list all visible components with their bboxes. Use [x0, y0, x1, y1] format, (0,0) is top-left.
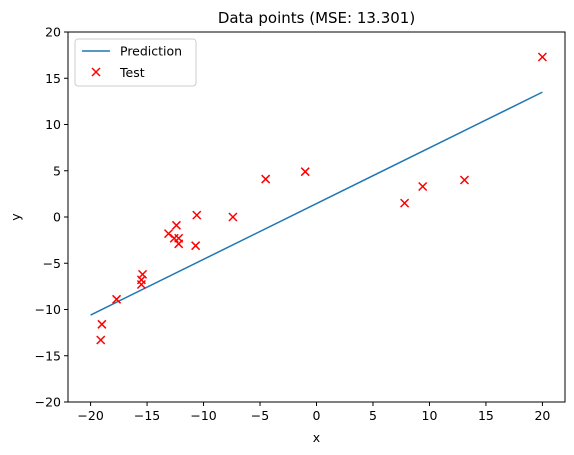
- test-point: [261, 174, 271, 184]
- test-point: [97, 319, 107, 329]
- y-axis: −20 −15 −10 −5 0 5 10 15 20: [35, 25, 68, 410]
- y-tick-label: −20: [35, 395, 61, 410]
- x-tick-label: 5: [369, 408, 377, 423]
- series-layer: [90, 52, 547, 345]
- legend-label-prediction: Prediction: [120, 44, 182, 59]
- y-tick-label: 20: [45, 25, 61, 40]
- x-tick-label: −10: [190, 408, 216, 423]
- y-tick-label: 10: [45, 117, 61, 132]
- y-tick-label: 15: [45, 71, 61, 86]
- chart-title: Data points (MSE: 13.301): [218, 9, 415, 27]
- x-tick-label: −20: [77, 408, 103, 423]
- x-tick-label: 10: [422, 408, 438, 423]
- x-axis: −20 −15 −10 −5 0 5 10 15 20: [77, 402, 550, 423]
- test-point: [418, 181, 428, 192]
- test-point: [174, 233, 184, 243]
- y-axis-label: y: [8, 213, 23, 221]
- test-point: [192, 210, 202, 220]
- test-point: [537, 52, 547, 62]
- legend: Prediction Test: [74, 38, 197, 87]
- legend-label-test: Test: [119, 65, 145, 80]
- test-point: [96, 335, 106, 345]
- test-point: [191, 241, 201, 251]
- prediction-line: [90, 91, 543, 316]
- y-tick-label: 0: [53, 210, 61, 225]
- test-point: [300, 167, 310, 177]
- y-tick-label: −10: [35, 302, 61, 317]
- test-point: [171, 220, 181, 230]
- test-point: [138, 269, 148, 279]
- legend-marker-swatch: [91, 67, 101, 77]
- plot-area: [68, 32, 565, 402]
- x-tick-label: 15: [478, 408, 494, 423]
- x-tick-label: 20: [534, 408, 550, 423]
- y-tick-label: 5: [53, 163, 61, 178]
- x-tick-label: 0: [313, 408, 321, 423]
- y-tick-label: −15: [35, 348, 61, 363]
- test-point: [228, 212, 238, 222]
- test-point: [112, 294, 122, 304]
- test-point: [400, 198, 410, 208]
- x-tick-label: −15: [134, 408, 160, 423]
- test-point: [459, 175, 470, 185]
- x-tick-label: −5: [251, 408, 269, 423]
- x-axis-label: x: [313, 430, 320, 445]
- y-tick-label: −5: [43, 256, 61, 271]
